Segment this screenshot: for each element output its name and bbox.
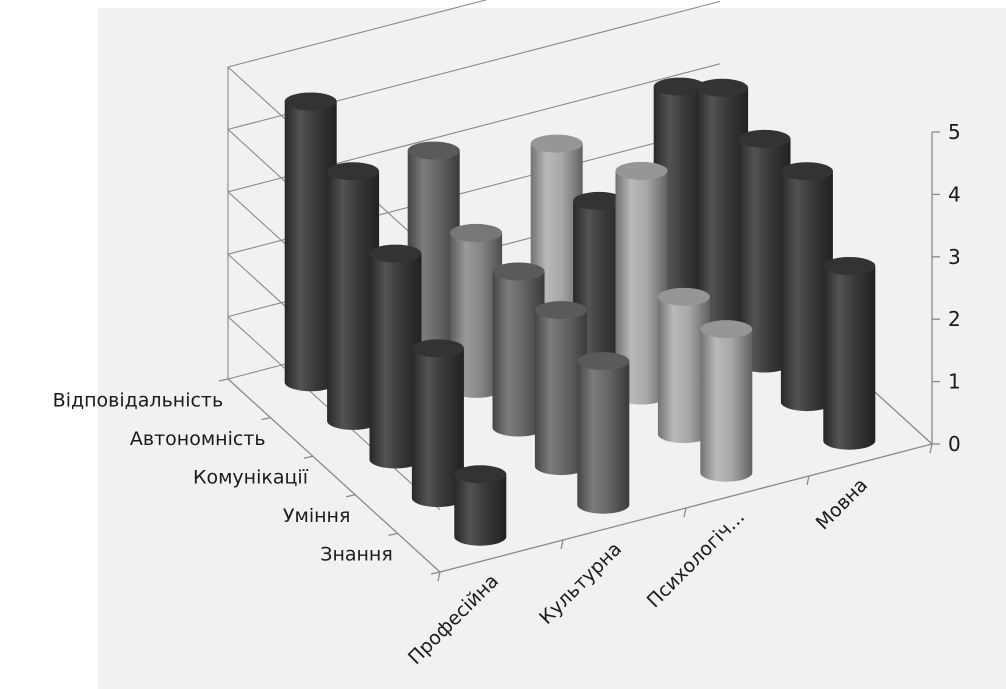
bar-top [577,352,630,371]
depth-tick-mark [388,532,398,537]
bar-0-3 [823,256,876,450]
bar-body [657,296,710,444]
bar-top [780,162,833,181]
bar-body [696,87,749,334]
bar-3-0 [327,162,380,430]
bar-0-0 [454,465,507,546]
z-tick-label-5: 5 [948,120,961,144]
bar-body [492,271,545,437]
bar-body [577,361,630,514]
z-tick-label-0: 0 [948,432,961,456]
bar-top [700,320,753,339]
bar-top [823,256,876,275]
bar-body [327,171,380,430]
bar-1-3 [780,162,833,412]
bar-3-3 [696,78,749,334]
depth-axis-ticks: Знання Уміння Комунікації Автономність Відпо… [53,389,393,565]
bar-body [454,474,507,546]
bar-4-0 [284,92,337,392]
bar-top [369,244,422,263]
bar-1-1 [534,301,587,476]
z-tick-label-1: 1 [948,370,961,394]
depth-category-label: Знання [320,544,393,566]
x-tick-mark [560,539,564,550]
bar-top [327,162,380,181]
bar-2-1 [492,262,545,437]
depth-category-label: Уміння [283,505,350,527]
bar-0-1 [577,352,630,514]
bar-body [700,329,753,482]
bar-body [823,265,876,450]
bar-body [738,138,791,373]
x-tick-mark [683,507,687,518]
x-tick-mark [929,443,933,454]
bar-body [411,348,464,508]
z-tick-label-3: 3 [948,245,961,269]
bar-top [534,301,587,320]
bar-top [615,161,668,180]
depth-tick-mark [261,416,271,421]
bar-2-2 [615,161,668,405]
bar-body [615,170,668,405]
depth-tick-mark [218,378,229,382]
depth-category-label: Автономність [130,428,266,450]
depth-category-label: Відповідальність [53,389,224,411]
z-tick-label-2: 2 [948,307,961,331]
chart-bars [284,77,876,546]
bar-top [653,77,706,96]
depth-tick-mark [346,494,356,498]
bar-0-2 [700,320,753,482]
x-tick-mark [806,475,810,486]
bar-body [369,253,422,469]
bar-2-0 [369,244,422,469]
bar-body [284,101,337,392]
bar-top [738,129,791,148]
z-axis-ticks: 0 1 2 3 4 5 [932,120,961,456]
depth-tick-mark [430,571,441,575]
bar-top [573,191,626,210]
bar-1-0 [411,339,464,508]
bar-body [534,310,587,476]
depth-category-label: Комунікації [193,467,309,489]
bar-1-2 [657,287,710,444]
bar-top [696,78,749,97]
bar-body [780,171,833,412]
bar-top [450,223,503,242]
bar-top [657,287,710,306]
bar-top [492,262,545,281]
x-tick-mark [437,571,441,582]
bar-top [530,134,583,153]
bar-2-3 [738,129,791,373]
depth-tick-mark [303,455,313,459]
bar-top [407,141,460,160]
z-tick-label-4: 4 [948,182,961,206]
depth-axis-line [227,378,441,573]
bar-top [454,465,507,484]
bar-top [411,339,464,358]
bar-top [284,92,337,111]
